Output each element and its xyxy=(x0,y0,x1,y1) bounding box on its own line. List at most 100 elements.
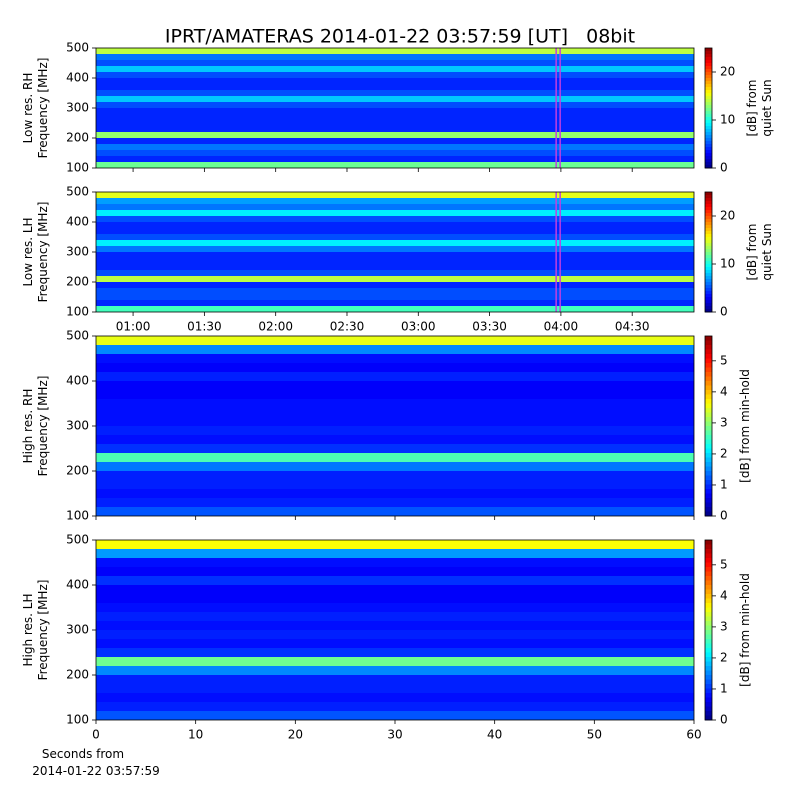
colorbar-tick-label: 0 xyxy=(720,713,728,727)
y-tick-label: 500 xyxy=(66,41,89,55)
colorbar-tick-label: 10 xyxy=(720,257,735,271)
colorbar-segment xyxy=(705,219,712,223)
heatmap-cell xyxy=(96,126,694,132)
heatmap-cell xyxy=(96,294,694,300)
heatmap-cell xyxy=(96,426,694,435)
colorbar-segment xyxy=(705,231,712,235)
heatmap-cell xyxy=(96,639,694,648)
colorbar-label-line: [dB] from xyxy=(745,224,759,281)
heatmap-cell xyxy=(96,336,694,345)
colorbar-tick-label: 0 xyxy=(720,305,728,319)
colorbar-segment xyxy=(705,711,712,716)
colorbar-segment xyxy=(705,390,712,395)
colorbar-segment xyxy=(705,297,712,301)
heatmap-cell xyxy=(96,693,694,702)
colorbar-label: [dB] fromquiet Sun xyxy=(745,79,774,136)
colorbar-segment xyxy=(705,93,712,97)
colorbar-label-line: [dB] from min-hold xyxy=(738,573,752,687)
heatmap-cell xyxy=(96,216,694,222)
colorbar-segment xyxy=(705,340,712,346)
colorbar-frame xyxy=(704,335,713,517)
colorbar-segment xyxy=(705,222,712,226)
colorbar-segment xyxy=(705,589,712,595)
colorbar-segment xyxy=(705,715,712,721)
heatmap-cell xyxy=(96,102,694,108)
colorbar-segment xyxy=(705,75,712,79)
colorbar-segment xyxy=(705,48,712,52)
colorbar-segment xyxy=(705,345,712,350)
heatmap-cell xyxy=(96,96,694,102)
colorbar-segment xyxy=(705,430,712,436)
colorbar-segment xyxy=(705,294,712,298)
heatmap-cell xyxy=(96,222,694,228)
colorbar-segment xyxy=(705,129,712,133)
colorbar-segment xyxy=(705,123,712,127)
heatmap-cell xyxy=(96,54,694,60)
colorbar-tick-label: 2 xyxy=(720,446,728,460)
colorbar-segment xyxy=(705,466,712,472)
heatmap-cell xyxy=(96,204,694,210)
colorbar-segment xyxy=(705,607,712,613)
colorbar-segment xyxy=(705,489,712,494)
colorbar-segment xyxy=(705,462,712,467)
colorbar-segment xyxy=(705,54,712,58)
colorbar-segment xyxy=(705,697,712,703)
heatmap-cell xyxy=(96,372,694,381)
x-tick-label: 50 xyxy=(587,728,602,742)
colorbar-segment xyxy=(705,630,712,635)
y-tick-label: 100 xyxy=(66,161,89,175)
colorbar-segment xyxy=(705,576,712,581)
colorbar-segment xyxy=(705,598,712,604)
colorbar-tick-label: 0 xyxy=(720,509,728,523)
y-axis-label-line: High res. LH xyxy=(21,593,35,666)
heatmap-cell xyxy=(96,489,694,498)
x-tick-label: 20 xyxy=(288,728,303,742)
y-axis-label-line: Low res. RH xyxy=(21,73,35,144)
y-axis-label-line: High res. RH xyxy=(21,389,35,464)
colorbar-segment xyxy=(705,693,712,698)
heatmap-cell xyxy=(96,78,694,84)
x-tick-label: 04:00 xyxy=(544,320,579,334)
colorbar-segment xyxy=(705,453,712,458)
heatmap-cell xyxy=(96,585,694,594)
heatmap-cell xyxy=(96,408,694,417)
y-tick-label: 100 xyxy=(66,713,89,727)
colorbar-segment xyxy=(705,144,712,148)
colorbar-segment xyxy=(705,448,712,454)
colorbar-frame xyxy=(704,191,713,313)
colorbar-segment xyxy=(705,240,712,244)
y-axis-label: Low res. LHFrequency [MHz] xyxy=(21,202,50,303)
colorbar-segment xyxy=(705,108,712,112)
heatmap-cell xyxy=(96,576,694,585)
colorbar-segment xyxy=(705,99,712,103)
colorbar-segment xyxy=(705,303,712,307)
heatmap-cell xyxy=(96,252,694,258)
colorbar-label-line: quiet Sun xyxy=(760,79,774,136)
colorbar-segment xyxy=(705,126,712,130)
y-axis-label: Low res. RHFrequency [MHz] xyxy=(21,58,50,159)
colorbar-segment xyxy=(705,96,712,100)
colorbar-segment xyxy=(705,648,712,653)
colorbar-segment xyxy=(705,471,712,476)
colorbar-segment xyxy=(705,69,712,73)
heatmap-cell xyxy=(96,240,694,246)
figure-title: IPRT/AMATERAS 2014-01-22 03:57:59 [UT] 0… xyxy=(165,26,635,48)
colorbar-segment xyxy=(705,90,712,94)
colorbar-label: [dB] from min-hold xyxy=(738,369,752,483)
colorbar-segment xyxy=(705,57,712,61)
colorbar-segment xyxy=(705,60,712,64)
colorbar-segment xyxy=(705,159,712,163)
y-tick-label: 400 xyxy=(66,71,89,85)
heatmap-cell xyxy=(96,480,694,489)
colorbar-segment xyxy=(705,381,712,386)
colorbar-tick-label: 5 xyxy=(720,557,728,571)
colorbar-segment xyxy=(705,114,712,118)
y-tick-label: 500 xyxy=(66,533,89,547)
colorbar-segment xyxy=(705,51,712,55)
colorbar-segment xyxy=(705,394,712,400)
colorbar-segment xyxy=(705,439,712,445)
colorbar-segment xyxy=(705,421,712,427)
y-tick-label: 300 xyxy=(66,101,89,115)
colorbar-segment xyxy=(705,210,712,214)
colorbar-segment xyxy=(705,670,712,676)
